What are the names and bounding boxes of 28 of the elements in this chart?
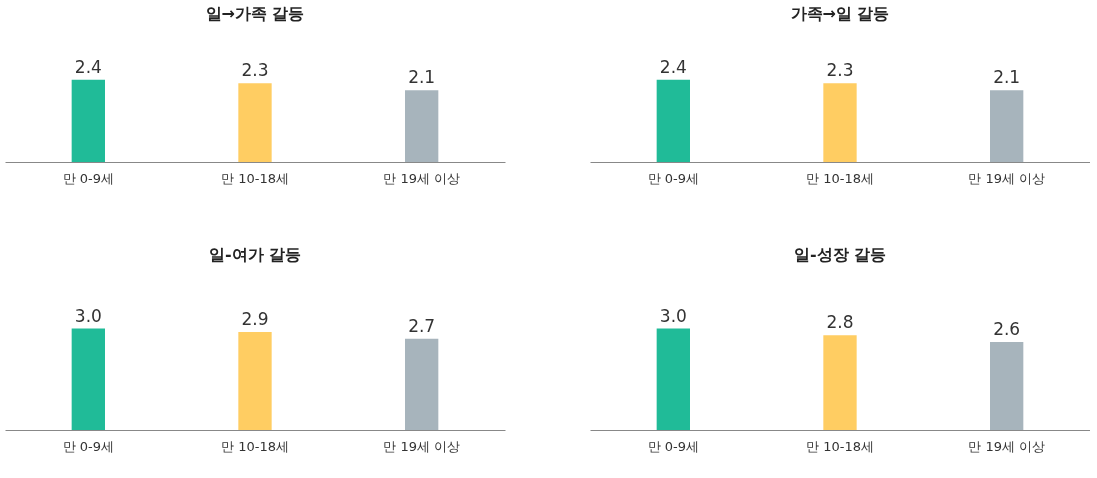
- x-tick-label: 만 0-9세: [62, 170, 115, 186]
- data-label: 2.4: [659, 56, 687, 77]
- chart-title: 가족→일 갈등: [790, 4, 890, 23]
- x-tick-label: 만 19세 이상: [968, 170, 1046, 186]
- x-tick-label: 만 19세 이상: [383, 438, 461, 454]
- chart-title: 일-성장 갈등: [793, 245, 887, 264]
- data-label: 2.8: [826, 312, 854, 333]
- data-label: 2.6: [993, 319, 1021, 340]
- data-label: 2.4: [74, 56, 102, 77]
- data-label: 2.1: [408, 67, 436, 88]
- chart-title: 일→가족 갈등: [205, 4, 305, 23]
- data-label: 2.1: [993, 67, 1021, 88]
- data-label: 3.0: [74, 305, 102, 326]
- data-label: 2.7: [408, 315, 436, 336]
- x-tick-label: 만 10-18세: [806, 438, 874, 454]
- data-label: 2.3: [241, 60, 269, 81]
- x-tick-label: 만 19세 이상: [968, 438, 1046, 454]
- x-tick-label: 만 0-9세: [647, 170, 700, 186]
- data-label: 2.3: [826, 60, 854, 81]
- x-tick-label: 만 0-9세: [647, 438, 700, 454]
- x-tick-label: 만 10-18세: [806, 170, 874, 186]
- chart-title: 일-여가 갈등: [208, 245, 302, 264]
- x-tick-label: 만 19세 이상: [383, 170, 461, 186]
- x-tick-label: 만 10-18세: [221, 170, 289, 186]
- data-label: 2.9: [241, 308, 269, 329]
- x-tick-label: 만 10-18세: [221, 438, 289, 454]
- data-label: 3.0: [659, 305, 687, 326]
- x-tick-label: 만 0-9세: [62, 438, 115, 454]
